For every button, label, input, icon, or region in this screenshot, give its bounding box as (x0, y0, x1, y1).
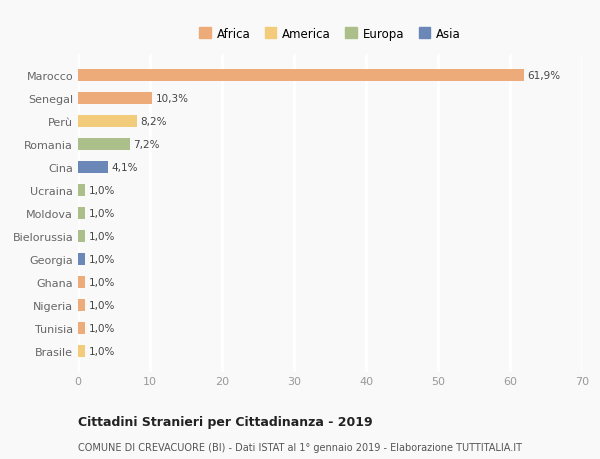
Bar (78, 115, 137, 128)
Bar (78, 69, 524, 82)
Legend: Africa, America, Europa, Asia: Africa, America, Europa, Asia (194, 23, 466, 45)
Text: 4,1%: 4,1% (111, 162, 137, 173)
Bar (78, 138, 130, 151)
Bar (78, 276, 85, 289)
Text: 1,0%: 1,0% (89, 208, 115, 218)
Text: 1,0%: 1,0% (89, 300, 115, 310)
Bar (78, 230, 85, 243)
Text: 1,0%: 1,0% (89, 254, 115, 264)
Bar (78, 322, 85, 335)
Bar (78, 184, 85, 197)
Text: Cittadini Stranieri per Cittadinanza - 2019: Cittadini Stranieri per Cittadinanza - 2… (78, 415, 373, 428)
Text: 61,9%: 61,9% (527, 71, 560, 81)
Bar (78, 161, 107, 174)
Text: 1,0%: 1,0% (89, 185, 115, 196)
Text: COMUNE DI CREVACUORE (BI) - Dati ISTAT al 1° gennaio 2019 - Elaborazione TUTTITA: COMUNE DI CREVACUORE (BI) - Dati ISTAT a… (78, 442, 522, 452)
Bar (78, 92, 152, 105)
Text: 1,0%: 1,0% (89, 277, 115, 287)
Bar (78, 345, 85, 358)
Text: 7,2%: 7,2% (133, 140, 160, 150)
Text: 8,2%: 8,2% (140, 117, 167, 127)
Bar (78, 207, 85, 220)
Bar (78, 253, 85, 266)
Text: 1,0%: 1,0% (89, 323, 115, 333)
Bar (78, 299, 85, 312)
Text: 1,0%: 1,0% (89, 346, 115, 356)
Text: 1,0%: 1,0% (89, 231, 115, 241)
Text: 10,3%: 10,3% (156, 94, 189, 104)
